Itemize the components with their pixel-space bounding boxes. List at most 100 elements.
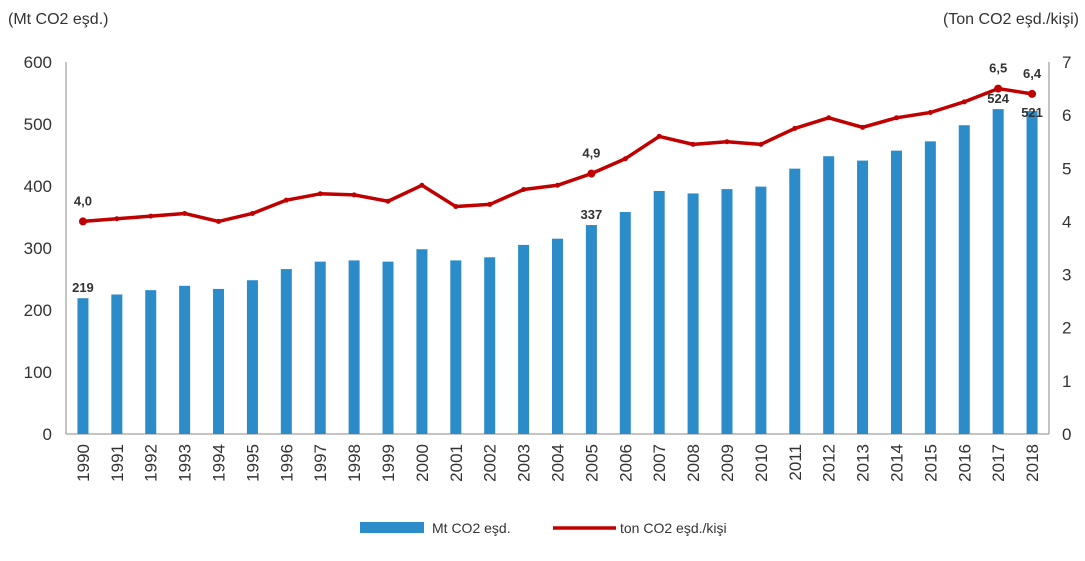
legend-line-label: ton CO2 eşd./kişi xyxy=(620,520,727,536)
bar xyxy=(314,261,326,434)
y-right-tick-label: 6 xyxy=(1062,106,1071,125)
x-tick-label: 2009 xyxy=(718,444,737,482)
line-point xyxy=(114,216,120,222)
line-point xyxy=(148,213,154,219)
x-tick-label: 2014 xyxy=(887,444,906,482)
line-data-label: 6,5 xyxy=(989,61,1007,76)
x-tick-label: 2005 xyxy=(582,444,601,482)
bar xyxy=(653,190,665,434)
line-point xyxy=(724,139,730,145)
x-tick-label: 2018 xyxy=(1023,444,1042,482)
x-tick-label: 1995 xyxy=(243,444,262,482)
y-axis-left-title: (Mt CO2 eşd.) xyxy=(8,11,108,28)
line-point xyxy=(317,191,323,197)
x-tick-label: 1994 xyxy=(210,444,229,482)
bar xyxy=(890,150,902,434)
x-tick-label: 2015 xyxy=(921,444,940,482)
line-point xyxy=(792,125,798,131)
line-point xyxy=(216,218,222,224)
x-tick-label: 2001 xyxy=(447,444,466,482)
line-point xyxy=(690,141,696,147)
line-series xyxy=(82,86,1033,224)
y-right-tick-label: 5 xyxy=(1062,159,1071,178)
x-tick-label: 2004 xyxy=(549,444,568,482)
y-left-tick-label: 500 xyxy=(24,115,52,134)
bar-data-label: 337 xyxy=(581,207,603,222)
line-point xyxy=(622,156,628,162)
x-tick-label: 2006 xyxy=(616,444,635,482)
bar xyxy=(1026,110,1038,434)
x-tick-label: 1991 xyxy=(108,444,127,482)
bar xyxy=(450,260,462,434)
line-point xyxy=(249,210,255,216)
y-axis-right-title: (Ton CO2 eşd./kişi) xyxy=(943,11,1079,28)
bar xyxy=(145,290,157,434)
line-marker xyxy=(994,84,1003,93)
bar xyxy=(484,257,496,434)
bar xyxy=(179,285,191,434)
y-left-tick-label: 600 xyxy=(24,53,52,72)
bar xyxy=(585,225,597,434)
x-tick-label: 2011 xyxy=(786,444,805,481)
bar xyxy=(213,288,225,434)
x-tick-label: 2002 xyxy=(481,444,500,482)
x-tick-label: 2012 xyxy=(820,444,839,482)
bar xyxy=(280,269,292,434)
line-point xyxy=(351,192,357,198)
bar-data-label: 524 xyxy=(987,91,1009,106)
bar xyxy=(958,125,970,435)
y-right-tick-label: 0 xyxy=(1062,425,1071,444)
x-tick-label: 1998 xyxy=(345,444,364,482)
line-point xyxy=(758,141,764,147)
x-tick-label: 1997 xyxy=(311,444,330,482)
y-right-tick-label: 3 xyxy=(1062,266,1071,285)
plot-area: (Mt CO2 eşd.) (Ton CO2 eşd./kişi)01002003… xyxy=(8,11,1079,536)
bar-data-label: 521 xyxy=(1021,105,1043,120)
x-tick-label: 1993 xyxy=(176,444,195,482)
line-point xyxy=(521,187,527,193)
x-tick-label: 1999 xyxy=(379,444,398,482)
bar xyxy=(721,189,733,434)
x-tick-label: 2017 xyxy=(989,444,1008,482)
line-point xyxy=(487,201,493,207)
line-point xyxy=(860,124,866,130)
line-point xyxy=(961,99,967,105)
line-data-label: 6,4 xyxy=(1023,66,1042,81)
bar xyxy=(348,260,360,434)
bar xyxy=(823,156,835,435)
bar xyxy=(755,186,767,434)
line-point xyxy=(385,198,391,204)
line-point xyxy=(927,109,933,115)
x-tick-label: 2016 xyxy=(955,444,974,482)
bar xyxy=(382,261,394,434)
bar-data-label: 219 xyxy=(72,280,94,295)
line-point xyxy=(419,182,425,188)
x-tick-label: 1990 xyxy=(74,444,93,482)
x-tick-label: 2008 xyxy=(684,444,703,482)
line-point xyxy=(182,210,188,216)
bar xyxy=(992,109,1004,435)
bar xyxy=(619,212,631,434)
x-tick-label: 1996 xyxy=(277,444,296,482)
bar xyxy=(924,141,936,435)
bar xyxy=(416,249,428,434)
line-point xyxy=(656,133,662,139)
x-tick-label: 1992 xyxy=(142,444,161,482)
x-tick-label: 2000 xyxy=(413,444,432,482)
bar xyxy=(857,160,869,434)
y-right-tick-label: 4 xyxy=(1062,212,1071,231)
line-marker xyxy=(587,169,596,178)
line-point xyxy=(893,115,899,121)
line-point xyxy=(555,182,560,188)
line-marker xyxy=(1028,89,1037,98)
x-tick-label: 2007 xyxy=(650,444,669,482)
line-marker xyxy=(78,217,87,226)
bar xyxy=(518,244,530,434)
x-tick-label: 2013 xyxy=(854,444,873,482)
bar xyxy=(789,168,801,434)
x-tick-label: 2003 xyxy=(515,444,534,482)
y-right-tick-label: 2 xyxy=(1062,319,1071,338)
x-tick-label: 2010 xyxy=(752,444,771,482)
